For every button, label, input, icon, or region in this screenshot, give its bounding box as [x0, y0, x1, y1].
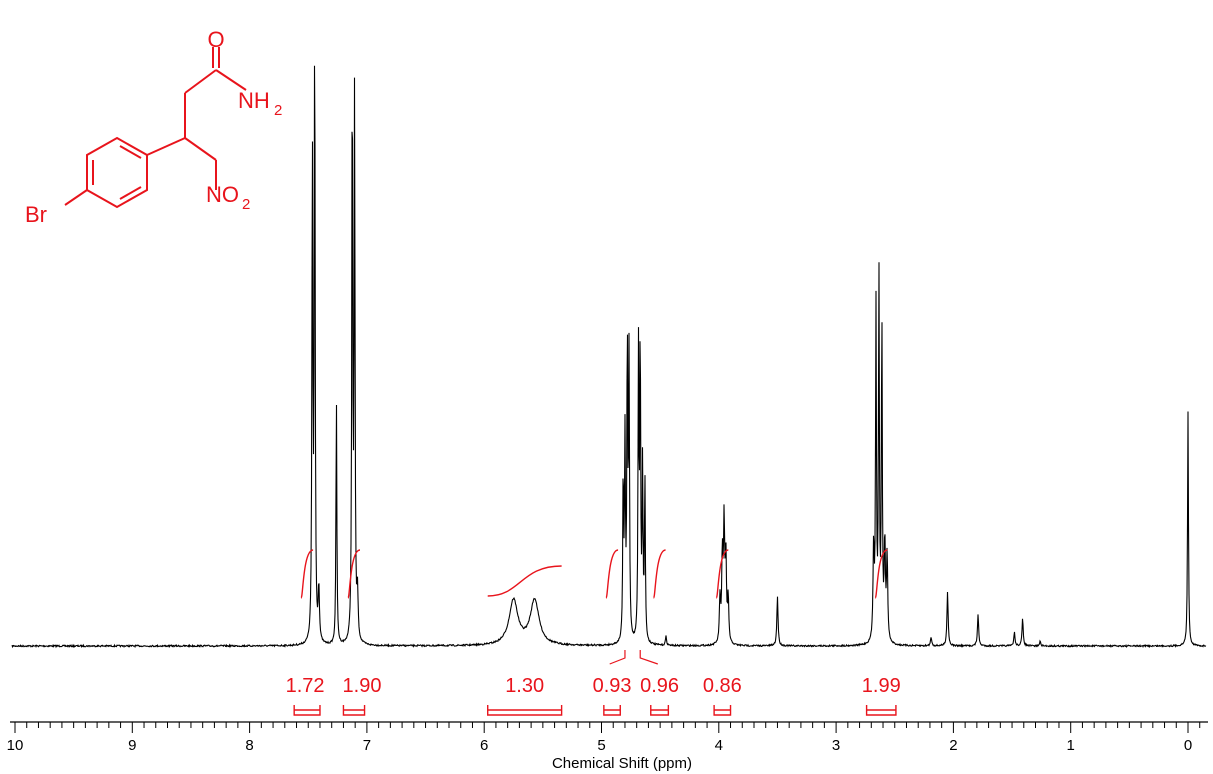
- integral-curve: [605, 549, 619, 599]
- x-tick-label: 1: [1067, 737, 1075, 754]
- amide-nh-label: NH: [238, 88, 270, 113]
- integral-label: 1.90: [343, 675, 382, 697]
- bond-lines: [64, 47, 247, 206]
- integral-label: 1.30: [505, 675, 544, 697]
- integral-label: 0.93: [593, 675, 632, 697]
- x-tick-label: 3: [832, 737, 840, 754]
- integral-curve: [874, 549, 888, 599]
- integral-label: 0.96: [640, 675, 679, 697]
- x-tick-label: 6: [480, 737, 488, 754]
- integral-bracket-layer: 1.72 1.90 1.30 0.93 0.96 0.86 1.99: [286, 650, 901, 716]
- x-tick-label: 8: [245, 737, 253, 754]
- spectrum-trace: [11, 65, 1207, 649]
- integral-curve: [487, 565, 562, 597]
- nitro-label: NO: [206, 182, 239, 207]
- integral-bracket: [487, 705, 563, 716]
- integral-connector: [609, 650, 626, 665]
- integral-label: 1.72: [286, 675, 325, 697]
- x-axis-label: Chemical Shift (ppm): [552, 755, 692, 772]
- x-tick-label: 9: [128, 737, 136, 754]
- integral-curve: [715, 549, 729, 599]
- integral-bracket: [865, 705, 897, 716]
- amide-subscript: 2: [274, 102, 282, 119]
- integral-bracket: [293, 705, 321, 716]
- x-tick-label: 4: [715, 737, 723, 754]
- integral-bracket: [342, 705, 366, 716]
- integral-curve: [300, 549, 314, 599]
- integral-bracket: [713, 705, 732, 716]
- integral-label: 1.99: [862, 675, 901, 697]
- integral-label: 0.86: [703, 675, 742, 697]
- x-tick-label: 5: [597, 737, 605, 754]
- x-tick-label: 7: [363, 737, 371, 754]
- integral-curve: [652, 549, 666, 599]
- carbonyl-oxygen-label: O: [207, 27, 224, 52]
- x-tick-label: 0: [1184, 737, 1192, 754]
- x-tick-label: 2: [949, 737, 957, 754]
- integral-connector: [639, 650, 658, 665]
- chemical-structure: O NH 2 NO 2 Br: [25, 27, 282, 227]
- integral-curve-layer: [300, 549, 888, 599]
- x-tick-label: 10: [7, 737, 24, 754]
- integral-bracket: [650, 705, 670, 716]
- integral-curve: [347, 549, 361, 599]
- x-axis: 10 9 8 7 6 5 4 3 2 1 0: [7, 721, 1208, 754]
- nitro-subscript: 2: [242, 196, 250, 213]
- integral-bracket: [603, 705, 621, 716]
- bromo-label: Br: [25, 202, 47, 227]
- spectrum-layer: [11, 65, 1207, 649]
- benzene-ring: [86, 136, 148, 209]
